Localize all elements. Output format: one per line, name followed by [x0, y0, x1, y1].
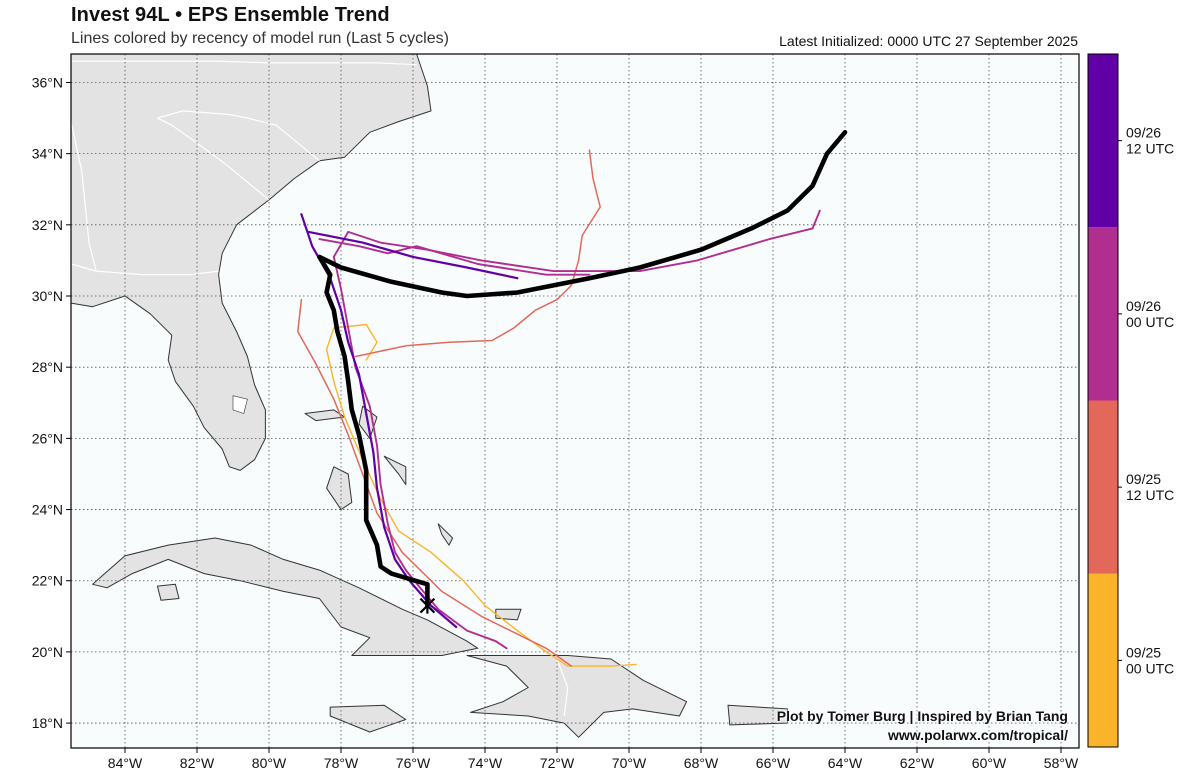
lon-tick-label: 68°W [684, 755, 719, 771]
lat-tick-label: 28°N [32, 359, 63, 375]
lat-tick-label: 22°N [32, 573, 63, 589]
lon-tick-label: 64°W [828, 755, 863, 771]
lat-tick-label: 34°N [32, 146, 63, 162]
land-cuba [92, 537, 479, 656]
colorbar-band [1088, 573, 1118, 747]
colorbar-band [1088, 54, 1118, 228]
land-us-east-coast [71, 54, 432, 471]
land-eleuthera [383, 455, 407, 486]
colorbar-frame [1087, 53, 1119, 748]
initial-position-marker [419, 597, 436, 614]
state-border [556, 658, 569, 717]
lat-tick-label: 26°N [32, 430, 63, 446]
lon-tick-label: 82°W [180, 755, 215, 771]
colorbar-band [1088, 227, 1118, 401]
colorbar-label-date: 09/25 [1126, 644, 1161, 660]
lon-tick-label: 60°W [972, 755, 1007, 771]
colorbar-label-date: 09/26 [1126, 125, 1161, 141]
track-line [325, 323, 569, 667]
state-border [71, 263, 219, 276]
lon-tick-label: 80°W [252, 755, 287, 771]
map-content [71, 54, 1079, 748]
track-line [332, 209, 821, 611]
lat-tick-label: 24°N [32, 502, 63, 518]
land-isle-of-youth [156, 583, 180, 601]
land-inagua [495, 608, 522, 621]
state-border [71, 121, 97, 272]
lon-tick-label: 70°W [612, 755, 647, 771]
track-line [437, 608, 508, 650]
lon-tick-label: 78°W [324, 755, 359, 771]
lon-tick-label: 66°W [756, 755, 791, 771]
colorbar-label-time: 12 UTC [1126, 141, 1174, 157]
lat-tick-label: 18°N [32, 715, 63, 731]
lon-tick-label: 74°W [468, 755, 503, 771]
credit-url[interactable]: www.polarwx.com/tropical/ [888, 727, 1068, 743]
lat-tick-label: 36°N [32, 74, 63, 90]
track-line [307, 230, 519, 280]
land-jamaica [329, 704, 407, 733]
land-andros [326, 466, 353, 510]
colorbar-label-time: 00 UTC [1126, 314, 1174, 330]
lon-tick-label: 84°W [108, 755, 143, 771]
initialized-timestamp: Latest Initialized: 0000 UTC 27 Septembe… [779, 33, 1078, 49]
colorbar-band [1088, 400, 1118, 574]
lon-tick-label: 76°W [396, 755, 431, 771]
lon-tick-label: 62°W [900, 755, 935, 771]
land-long-island-bh [437, 523, 454, 546]
track-line [567, 663, 637, 667]
state-border [157, 110, 320, 162]
map-layer: 84°W 82°W 80°W 78°W 76°W 74°W 72°W 70°W 68°W 66°W… [32, 53, 1080, 771]
colorbar-label-date: 09/26 [1126, 298, 1161, 314]
lat-tick-label: 20°N [32, 644, 63, 660]
colorbar-label-date: 09/25 [1126, 471, 1161, 487]
lon-tick-label: 72°W [540, 755, 575, 771]
land-hispaniola [466, 655, 688, 738]
lat-tick-label: 32°N [32, 217, 63, 233]
state-border [71, 60, 417, 66]
lat-tick-label: 30°N [32, 288, 63, 304]
plot-frame [70, 53, 1080, 749]
colorbar-label-time: 12 UTC [1126, 487, 1174, 503]
page-subtitle: Lines colored by recency of model run (L… [71, 30, 449, 47]
lon-tick-label: 58°W [1044, 755, 1079, 771]
lake-okeechobee [232, 395, 248, 414]
track-line [317, 130, 848, 608]
track-line [354, 149, 601, 358]
colorbar-label-time: 00 UTC [1126, 660, 1174, 676]
track-line [318, 238, 591, 276]
track-line [297, 298, 573, 667]
page-title: Invest 94L • EPS Ensemble Trend [71, 4, 390, 26]
credit-author: Plot by Tomer Burg | Inspired by Brian T… [776, 708, 1068, 724]
